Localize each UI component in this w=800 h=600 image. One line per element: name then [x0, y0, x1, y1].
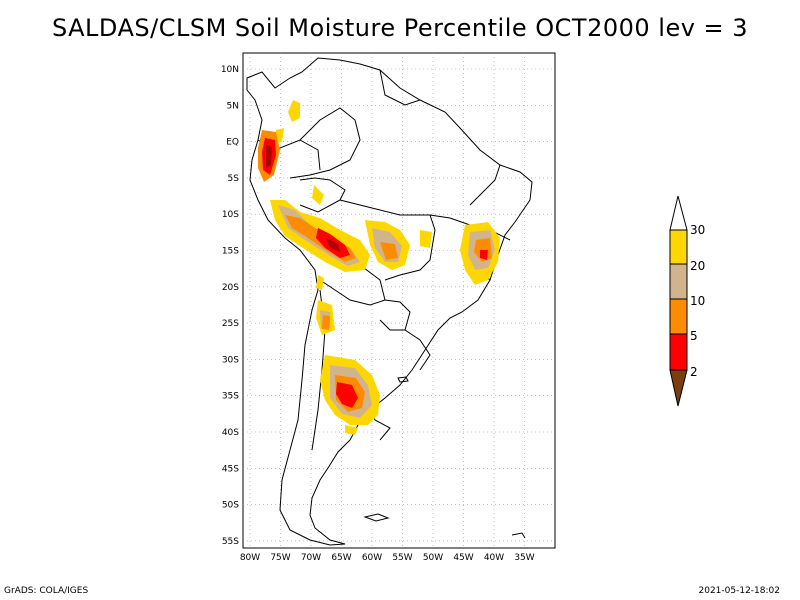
colorbar-label-20: 20	[690, 259, 705, 273]
colorbar	[669, 195, 688, 407]
lat-label: 5N	[227, 101, 239, 111]
lon-label: 80W	[240, 553, 260, 563]
lon-label: 65W	[331, 553, 351, 563]
lon-label: 70W	[301, 553, 321, 563]
lat-label: 10S	[222, 210, 239, 220]
colorbar-top-arrow	[669, 195, 688, 231]
lon-label: 35W	[514, 553, 534, 563]
lat-label: 10N	[221, 65, 239, 75]
colorbar-label-2: 2	[690, 365, 698, 379]
moisture-shading	[258, 100, 500, 435]
lat-label: 5S	[228, 174, 240, 184]
lon-label: 60W	[362, 553, 382, 563]
longitude-labels: 80W 75W 70W 65W 60W 55W 50W 45W 40W 35W	[240, 553, 535, 563]
latitude-labels: 10N 5N EQ 5S 10S 15S 20S 25S 30S 35S 40S 45S 50S 55S	[221, 65, 239, 547]
lat-label: 15S	[222, 247, 239, 257]
colorbar-labels: 30 20 10 5 2	[690, 223, 705, 379]
lat-label: 25S	[222, 319, 239, 329]
colorbar-label-30: 30	[690, 223, 705, 237]
colorbar-bottom-arrow	[669, 369, 688, 407]
colorbar-label-10: 10	[690, 294, 705, 308]
shade-darkred	[266, 145, 340, 252]
colorbar-band-2-5	[669, 333, 688, 371]
lon-label: 55W	[392, 553, 412, 563]
lat-label: EQ	[226, 138, 239, 148]
map-frame	[242, 52, 556, 549]
colorbar-band-10-20	[669, 263, 688, 300]
colorbar-band-20-30	[669, 229, 688, 265]
lon-label: 75W	[270, 553, 290, 563]
lat-label: 35S	[222, 392, 239, 402]
islands	[363, 376, 526, 539]
lat-label: 55S	[222, 537, 239, 547]
footer-timestamp: 2021-05-12-18:02	[698, 586, 781, 596]
footer-grads-credit: GrADS: COLA/IGES	[4, 586, 89, 596]
lat-label: 40S	[222, 428, 239, 438]
lon-label: 40W	[484, 553, 504, 563]
lon-label: 45W	[453, 553, 473, 563]
colorbar-band-5-10	[669, 298, 688, 335]
chart-title: SALDAS/CLSM Soil Moisture Percentile OCT…	[51, 14, 749, 42]
lon-label: 50W	[423, 553, 443, 563]
colorbar-label-5: 5	[690, 329, 698, 343]
lat-label: 50S	[222, 501, 239, 511]
lat-label: 20S	[222, 283, 239, 293]
lat-label: 45S	[222, 464, 239, 474]
lat-label: 30S	[222, 355, 239, 365]
